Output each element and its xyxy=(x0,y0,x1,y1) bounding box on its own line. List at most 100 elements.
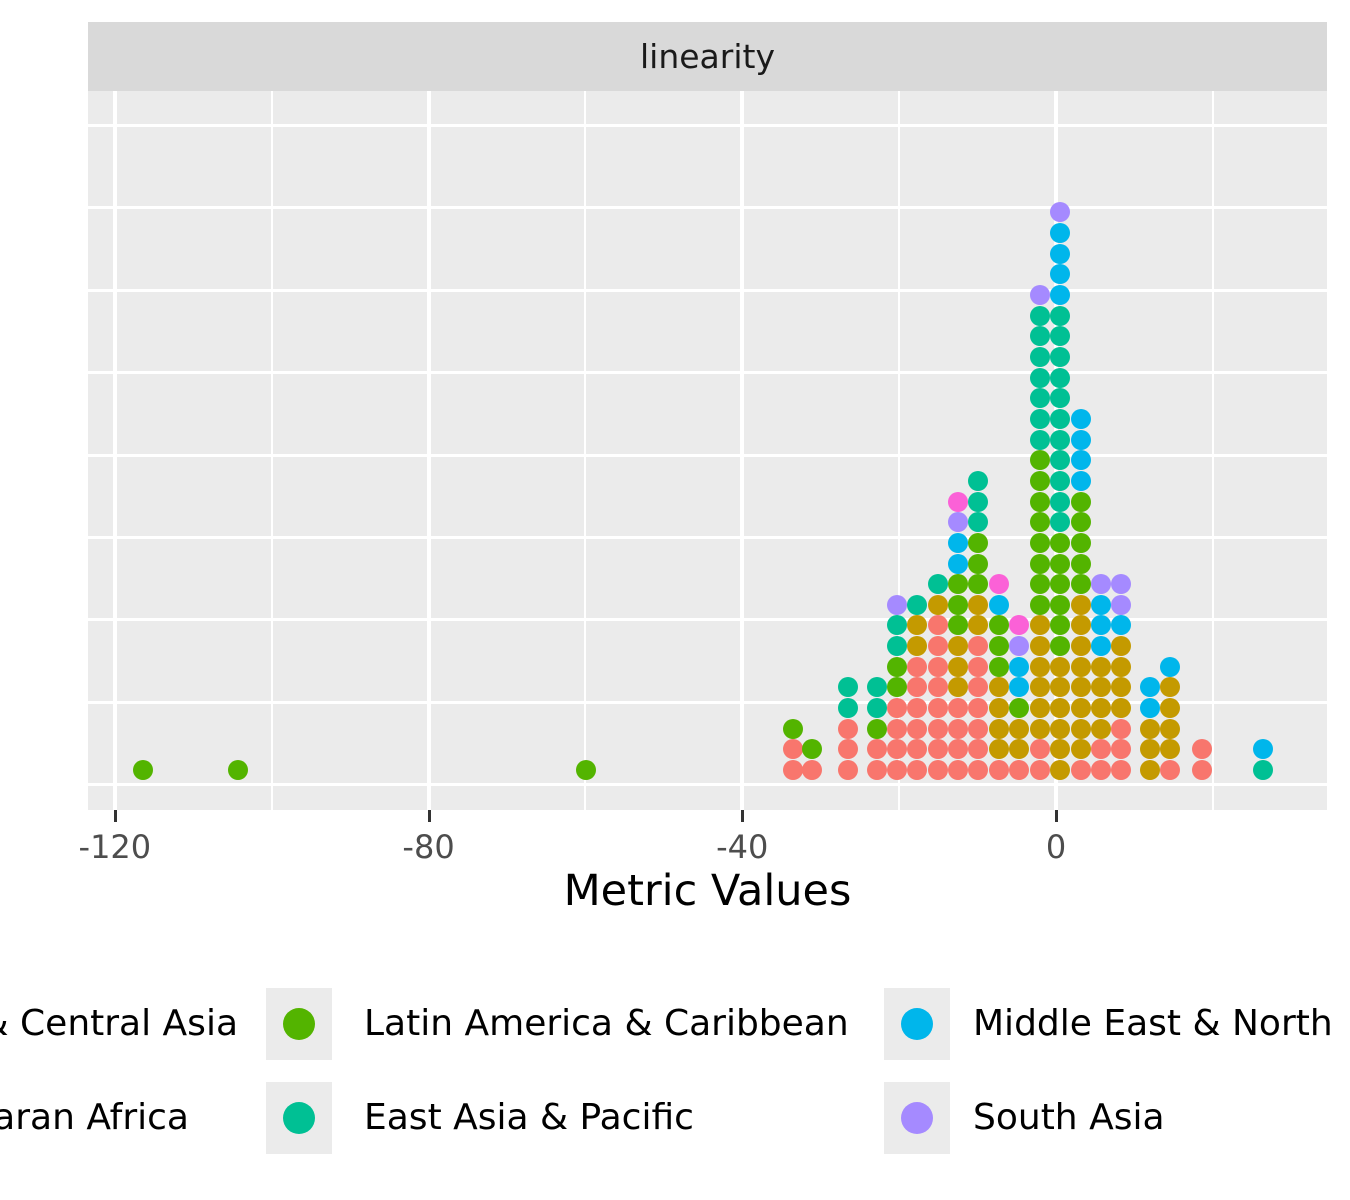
plot-dot xyxy=(1140,760,1161,780)
legend-key-east-asia xyxy=(266,1082,332,1154)
legend-label-central-asia: & Central Asia xyxy=(0,1003,238,1044)
plot-dot xyxy=(947,677,968,698)
plot-dot xyxy=(988,574,1009,595)
plot-dot xyxy=(802,760,823,780)
plot-dot xyxy=(1140,677,1161,698)
gridline-horizontal xyxy=(88,700,1327,704)
plot-dot xyxy=(907,615,928,636)
plot-dot xyxy=(1049,760,1070,780)
gridline-vertical-major xyxy=(426,91,431,810)
plot-dot xyxy=(947,532,968,553)
plot-dot xyxy=(988,594,1009,615)
plot-dot xyxy=(1111,698,1132,719)
plot-dot xyxy=(838,698,859,719)
plot-dot xyxy=(1009,615,1030,636)
plot-dot xyxy=(1030,388,1051,409)
plot-dot xyxy=(907,656,928,677)
plot-dot xyxy=(1111,636,1132,657)
plot-dot xyxy=(867,698,888,719)
gridline-horizontal xyxy=(88,288,1327,292)
plot-dot xyxy=(968,470,989,491)
plot-dot xyxy=(1009,698,1030,719)
legend-label-saharan-africa: aran Africa xyxy=(0,1097,189,1138)
plot-dot xyxy=(1049,636,1070,657)
plot-dot xyxy=(1030,760,1051,780)
plot-dot xyxy=(1049,677,1070,698)
plot-dot xyxy=(1030,491,1051,512)
plot-dot xyxy=(968,574,989,595)
plot-dot xyxy=(1049,718,1070,739)
plot-dot xyxy=(1111,718,1132,739)
plot-dot xyxy=(1071,470,1092,491)
plot-dot xyxy=(886,718,907,739)
plot-dot xyxy=(1009,718,1030,739)
plot-dot xyxy=(1071,532,1092,553)
plot-dot xyxy=(988,739,1009,760)
plot-dot xyxy=(1049,656,1070,677)
gridline-horizontal xyxy=(88,618,1327,622)
plot-dot xyxy=(928,677,949,698)
plot-dot xyxy=(1071,615,1092,636)
plot-dot xyxy=(1111,760,1132,780)
plot-dot xyxy=(1049,367,1070,388)
plot-dot xyxy=(1030,347,1051,367)
x-tick-mark xyxy=(1055,810,1058,822)
plot-dot xyxy=(1009,739,1030,760)
plot-dot xyxy=(968,615,989,636)
plot-dot xyxy=(1049,532,1070,553)
plot-dot xyxy=(1009,656,1030,677)
plot-dot xyxy=(1090,594,1111,615)
plot-dot xyxy=(867,739,888,760)
gridline-vertical-major xyxy=(112,91,117,810)
x-tick-label: -120 xyxy=(78,828,152,866)
plot-dot xyxy=(1049,615,1070,636)
plot-dot xyxy=(838,760,859,780)
plot-dot xyxy=(1071,512,1092,533)
plot-dot xyxy=(1049,739,1070,760)
plot-dot xyxy=(1030,470,1051,491)
plot-dot xyxy=(947,615,968,636)
plot-dot xyxy=(1111,677,1132,698)
plot-dot xyxy=(1030,367,1051,388)
gridline-vertical-minor xyxy=(270,91,273,810)
facet-strip-title: linearity xyxy=(640,37,775,76)
plot-dot xyxy=(968,677,989,698)
gridline-horizontal xyxy=(88,206,1327,210)
gridline-horizontal xyxy=(88,783,1327,787)
gridline-horizontal xyxy=(88,124,1327,127)
plot-dot xyxy=(1071,491,1092,512)
plot-dot xyxy=(1049,491,1070,512)
plot-dot xyxy=(1111,594,1132,615)
plot-dot xyxy=(1090,698,1111,719)
plot-dot xyxy=(1140,739,1161,760)
plot-dot xyxy=(1071,718,1092,739)
legend-label-middle-east: Middle East & North xyxy=(973,1003,1333,1044)
plot-dot xyxy=(227,760,248,780)
plot-dot xyxy=(947,718,968,739)
legend-label-east-asia: East Asia & Pacific xyxy=(364,1097,694,1138)
plot-dot xyxy=(1071,450,1092,471)
plot-dot xyxy=(1111,615,1132,636)
plot-dot xyxy=(1030,656,1051,677)
gridline-horizontal xyxy=(88,536,1327,539)
plot-dot xyxy=(1049,429,1070,450)
plot-dot xyxy=(947,553,968,574)
plot-dot xyxy=(1159,698,1180,719)
plot-dot xyxy=(886,615,907,636)
gridline-vertical-major xyxy=(740,91,745,810)
plot-dot xyxy=(1030,636,1051,657)
legend-dot-east-asia xyxy=(283,1102,315,1134)
gridline-vertical-minor xyxy=(584,91,587,810)
legend-key-latin-america xyxy=(266,988,332,1060)
plot-dot xyxy=(928,739,949,760)
plot-dot xyxy=(1009,760,1030,780)
legend-key-south-asia xyxy=(884,1082,950,1154)
plot-dot xyxy=(838,739,859,760)
plot-dot xyxy=(1191,739,1212,760)
plot-dot xyxy=(928,615,949,636)
plot-dot xyxy=(1071,677,1092,698)
plot-dot xyxy=(1071,760,1092,780)
plot-dot xyxy=(1030,326,1051,347)
x-tick-label: 0 xyxy=(1045,828,1067,866)
plot-dot xyxy=(1049,305,1070,326)
